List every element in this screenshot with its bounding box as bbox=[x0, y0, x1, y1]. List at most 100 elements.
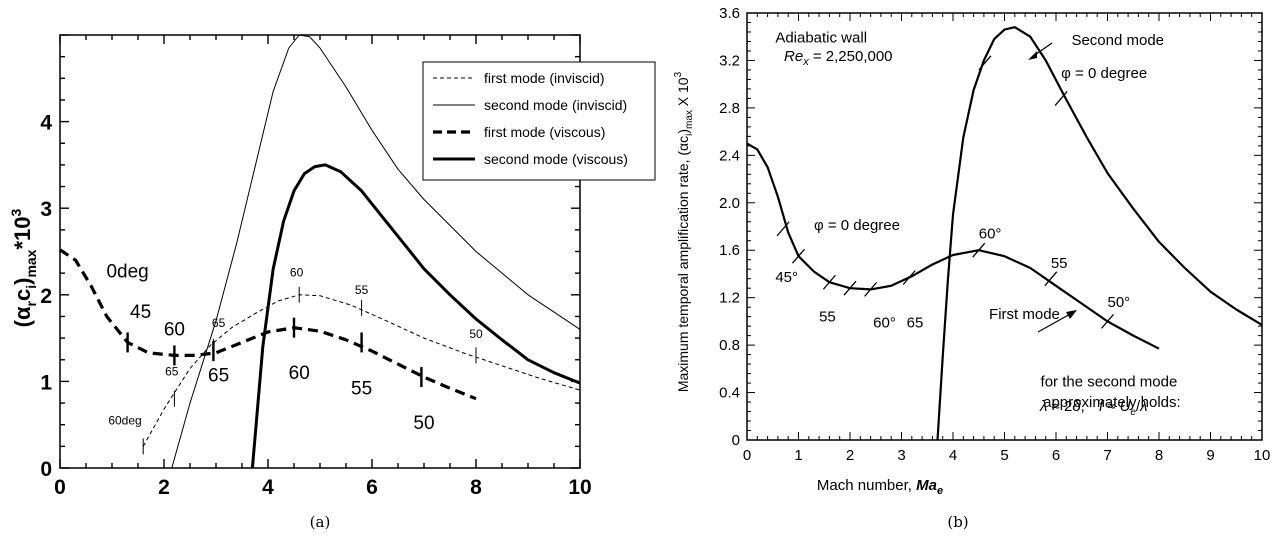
b-annotation: 45° bbox=[775, 269, 798, 286]
b-angle-mark bbox=[822, 274, 836, 290]
b-y-tick-label: 0.4 bbox=[719, 385, 740, 402]
b-angle-mark bbox=[1101, 313, 1114, 329]
a-annotation: 60 bbox=[164, 320, 185, 341]
b-y-tick-label: 2.8 bbox=[719, 100, 740, 117]
b-x-tick-label: 9 bbox=[1206, 447, 1214, 464]
a-ylabel-sup: 3 bbox=[8, 208, 24, 216]
b-x-tick-labels: 0 1 2 3 4 5 6 7 8 9 10 bbox=[743, 447, 1271, 464]
a-y-tick-label: 0 bbox=[40, 458, 52, 481]
a-tick-marks bbox=[126, 286, 477, 455]
b-annotation: 60° bbox=[979, 225, 1002, 242]
b-annotation: 55 bbox=[819, 308, 836, 325]
a-annotation: 45 bbox=[130, 302, 151, 323]
b-annotation: approximately holds: bbox=[1043, 394, 1181, 411]
b-xlabel-sym: Ma bbox=[916, 477, 937, 494]
a-ylabel-sub3: max bbox=[23, 249, 39, 277]
b-series-group bbox=[746, 26, 1263, 441]
b-annotation: for the second mode bbox=[1041, 374, 1178, 391]
a-y-tick-label: 4 bbox=[40, 112, 52, 135]
b-annotation: φ = 0 degree bbox=[814, 217, 900, 234]
a-ylabel-times: *10 bbox=[10, 216, 35, 249]
b-x-tick-label: 10 bbox=[1254, 447, 1271, 464]
b-angle-mark bbox=[1054, 90, 1068, 106]
a-x-tick-label: 0 bbox=[54, 476, 66, 499]
b-formula-approx2: ≈ bbox=[1103, 398, 1120, 415]
a-series-line-4 bbox=[250, 163, 581, 469]
b-annotation: φ = 0 degree bbox=[1061, 65, 1147, 82]
a-annotation: 60deg bbox=[108, 414, 141, 428]
a-y-tick-label: 2 bbox=[40, 285, 52, 308]
b-angle-mark bbox=[792, 248, 805, 264]
a-annotation: 60 bbox=[290, 266, 304, 280]
b-angle-mark bbox=[864, 281, 878, 297]
b-x-tick-label: 1 bbox=[794, 447, 802, 464]
a-plot-frame bbox=[59, 34, 581, 469]
chart-panel-b: Adiabatic wall Second mode φ = 0 degree φ =… bbox=[673, 5, 1270, 531]
b-ylabel-sup: 3 bbox=[673, 71, 684, 77]
b-formula-approx1: ≈ 2 bbox=[1047, 398, 1072, 415]
b-annotation: 60° bbox=[873, 314, 896, 331]
a-legend-label-2: second mode (inviscid) bbox=[484, 97, 627, 113]
a-annotation: 65 bbox=[212, 316, 226, 330]
b-x-axis-label: Mach number, Mae bbox=[817, 477, 943, 497]
a-x-tick-label: 4 bbox=[262, 476, 274, 499]
b-annotations: Adiabatic wall Second mode φ = 0 degree φ =… bbox=[775, 30, 1180, 411]
b-annotation: Adiabatic wall bbox=[775, 30, 867, 47]
b-angle-mark bbox=[776, 221, 790, 237]
a-ylabel-sub2: i bbox=[23, 285, 39, 289]
a-series-line-2 bbox=[171, 34, 581, 469]
b-angle-mark bbox=[902, 270, 916, 285]
a-ylabel-close: ) bbox=[10, 278, 35, 285]
a-x-tick-labels: 0 2 4 6 8 10 bbox=[54, 476, 592, 499]
b-y-tick-label: 2.0 bbox=[719, 195, 740, 212]
b-x-tick-label: 6 bbox=[1052, 447, 1060, 464]
b-ylabel-close: ) bbox=[675, 129, 691, 134]
b-xlabel-sub: e bbox=[937, 485, 943, 497]
a-y-axis-label: (αrci)max*103 bbox=[8, 208, 39, 327]
a-annotation: 65 bbox=[165, 364, 179, 378]
a-ylabel-open: (α bbox=[10, 306, 35, 327]
b-angle-mark bbox=[978, 55, 992, 71]
b-arrow-second-mode-head bbox=[1028, 51, 1037, 60]
b-y-tick-label: 1.2 bbox=[719, 290, 740, 307]
b-caption: (b) bbox=[947, 513, 968, 531]
b-re-sym: Re bbox=[784, 48, 803, 65]
b-series-line-1 bbox=[936, 26, 1263, 441]
b-annotation: 50° bbox=[1108, 294, 1131, 311]
b-formula-f: f bbox=[1099, 398, 1105, 415]
a-legend: first mode (inviscid) second mode (invis… bbox=[422, 61, 656, 181]
a-annotation: 55 bbox=[355, 283, 369, 297]
a-annotation: 60 bbox=[289, 363, 310, 384]
b-y-tick-label: 3.2 bbox=[719, 52, 740, 69]
b-formula-comma: , bbox=[1081, 398, 1085, 415]
b-series-line-2 bbox=[746, 142, 1160, 350]
b-ylabel-sub1: i bbox=[684, 134, 695, 136]
b-y-tick-labels: 0 0.4 0.8 1.2 1.6 2.0 2.4 2.8 3.2 3.6 bbox=[719, 5, 740, 449]
b-y-axis-label: Maximum temporal amplification rate, (αc… bbox=[673, 71, 695, 392]
b-arrow-first-mode-head bbox=[1066, 310, 1077, 319]
a-annotation: 50 bbox=[469, 327, 483, 341]
b-annotation: First mode bbox=[989, 306, 1060, 323]
b-y-tick-label: 0.8 bbox=[719, 337, 740, 354]
a-annotation: 55 bbox=[351, 378, 372, 399]
b-formula-delta: δ bbox=[1072, 398, 1081, 415]
a-annotation: 0deg bbox=[106, 261, 148, 282]
a-legend-label-1: first mode (inviscid) bbox=[484, 70, 605, 86]
a-caption: (a) bbox=[310, 513, 331, 531]
b-ylabel-text: Maximum temporal amplification rate, (αc bbox=[675, 136, 691, 392]
b-x-tick-label: 0 bbox=[743, 447, 751, 464]
b-x-tick-label: 7 bbox=[1103, 447, 1111, 464]
b-xlabel-text: Mach number, bbox=[817, 477, 916, 494]
b-y-tick-label: 0 bbox=[732, 432, 740, 449]
b-re-sub: x bbox=[802, 56, 809, 68]
a-y-tick-label: 3 bbox=[40, 198, 52, 221]
a-annotation: 65 bbox=[208, 365, 229, 386]
b-y-tick-label: 2.4 bbox=[719, 147, 740, 164]
b-formula-Usub: e bbox=[1130, 407, 1136, 418]
b-plot-frame bbox=[746, 12, 1263, 441]
b-ylabel-sub2: max bbox=[684, 110, 695, 129]
b-formula-U: U bbox=[1120, 398, 1131, 415]
b-angle-mark bbox=[1044, 271, 1058, 287]
a-ylabel-mid: c bbox=[10, 289, 35, 301]
